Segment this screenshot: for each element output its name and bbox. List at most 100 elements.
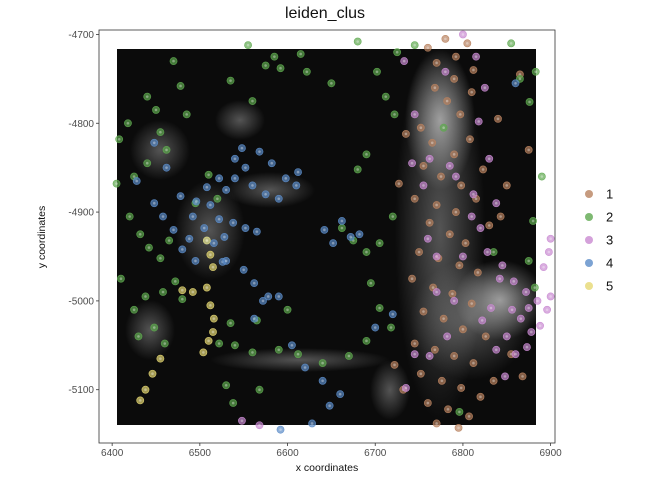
data-point-highlight <box>365 250 368 254</box>
data-point-highlight <box>527 306 530 310</box>
data-point-cluster-2 <box>270 52 279 61</box>
data-point-cluster-2 <box>124 119 132 128</box>
data-point-highlight <box>410 161 414 165</box>
data-point-highlight <box>505 335 509 338</box>
data-point-cluster-4 <box>248 181 257 190</box>
data-point-cluster-1 <box>461 239 470 248</box>
data-point-highlight <box>240 419 244 423</box>
data-point-highlight <box>132 308 136 312</box>
data-point-highlight <box>349 235 352 239</box>
data-point-highlight <box>338 392 342 396</box>
data-point-highlight <box>115 182 118 185</box>
data-point-highlight <box>480 319 484 322</box>
data-point-cluster-2 <box>130 305 138 314</box>
data-point-highlight <box>165 166 168 169</box>
data-point-highlight <box>440 379 444 383</box>
data-point-highlight <box>145 161 149 165</box>
legend: 1 2 3 4 5 <box>585 187 613 294</box>
data-point-highlight <box>442 317 445 320</box>
data-point-highlight <box>119 277 123 280</box>
data-point-cluster-2 <box>117 274 125 283</box>
data-point-cluster-5 <box>202 236 211 245</box>
data-point-cluster-4 <box>241 163 250 172</box>
data-point-highlight <box>477 120 481 123</box>
data-point-cluster-2 <box>261 61 270 70</box>
data-point-highlight <box>519 317 523 320</box>
data-point-highlight <box>207 173 210 177</box>
data-point-cluster-4 <box>338 217 346 225</box>
data-point-cluster-5 <box>188 288 197 296</box>
data-point-highlight <box>321 379 324 383</box>
data-point-cluster-4 <box>231 154 239 163</box>
data-point-cluster-4 <box>259 296 267 305</box>
x-tick-label: 6800 <box>452 448 475 459</box>
data-point-cluster-2 <box>362 336 371 345</box>
data-point-highlight <box>468 137 472 141</box>
data-point-cluster-3 <box>410 110 419 119</box>
data-point-highlight <box>498 277 502 280</box>
data-point-highlight <box>179 84 182 88</box>
data-point-highlight <box>159 357 162 360</box>
data-point-cluster-3 <box>498 261 507 270</box>
data-point-highlight <box>202 351 205 354</box>
data-point-cluster-3 <box>255 421 264 430</box>
data-point-highlight <box>505 184 509 187</box>
data-point-highlight <box>207 339 210 343</box>
data-point-cluster-3 <box>402 384 410 392</box>
data-point-highlight <box>152 201 156 205</box>
data-point-cluster-3 <box>419 181 428 190</box>
data-point-highlight <box>527 148 530 152</box>
data-point-cluster-2 <box>182 110 191 119</box>
data-point-highlight <box>461 328 465 331</box>
data-point-cluster-3 <box>423 234 432 243</box>
data-point-highlight <box>126 121 130 125</box>
data-point-highlight <box>428 354 431 358</box>
data-point-cluster-4 <box>250 314 259 323</box>
data-point-cluster-4 <box>288 341 296 350</box>
data-point-highlight <box>217 342 221 345</box>
data-point-highlight <box>464 241 467 245</box>
data-point-highlight <box>395 50 399 54</box>
data-point-cluster-1 <box>416 123 425 132</box>
data-point-highlight <box>433 86 437 90</box>
data-point-cluster-2 <box>345 352 353 360</box>
tissue-glow <box>215 100 265 140</box>
legend-label-1: 1 <box>606 187 613 202</box>
data-point-highlight <box>152 326 156 329</box>
data-point-cluster-5 <box>204 336 213 345</box>
data-point-cluster-2 <box>366 279 375 288</box>
data-point-highlight <box>393 363 396 367</box>
data-point-highlight <box>251 99 254 103</box>
data-point-cluster-4 <box>355 230 364 239</box>
data-point-cluster-2 <box>176 82 185 90</box>
data-point-cluster-1 <box>479 165 487 174</box>
data-point-highlight <box>242 268 245 272</box>
data-point-highlight <box>340 219 344 223</box>
data-point-cluster-3 <box>432 252 441 261</box>
data-point-highlight <box>451 292 454 296</box>
data-point-highlight <box>137 335 140 338</box>
data-point-cluster-4 <box>185 234 194 243</box>
data-point-highlight <box>479 226 482 230</box>
data-point-highlight <box>202 226 206 230</box>
data-point-highlight <box>458 113 462 116</box>
data-point-highlight <box>503 375 507 378</box>
data-point-cluster-4 <box>231 174 239 183</box>
data-point-cluster-2 <box>143 159 152 168</box>
data-point-highlight <box>296 170 300 174</box>
data-point-cluster-4 <box>274 292 283 301</box>
data-point-highlight <box>224 259 228 263</box>
data-point-cluster-1 <box>455 261 464 270</box>
data-point-highlight <box>413 352 416 356</box>
data-point-cluster-4 <box>252 227 261 236</box>
data-point-cluster-4 <box>371 323 380 332</box>
data-point-cluster-1 <box>410 339 419 348</box>
data-point-cluster-3 <box>492 199 501 208</box>
data-point-highlight <box>211 265 215 269</box>
data-point-cluster-2 <box>524 257 533 265</box>
data-point-cluster-1 <box>466 135 474 144</box>
data-point-cluster-1 <box>423 399 432 407</box>
data-point-cluster-2 <box>213 194 222 203</box>
data-point-highlight <box>426 401 430 405</box>
data-point-highlight <box>510 308 514 312</box>
